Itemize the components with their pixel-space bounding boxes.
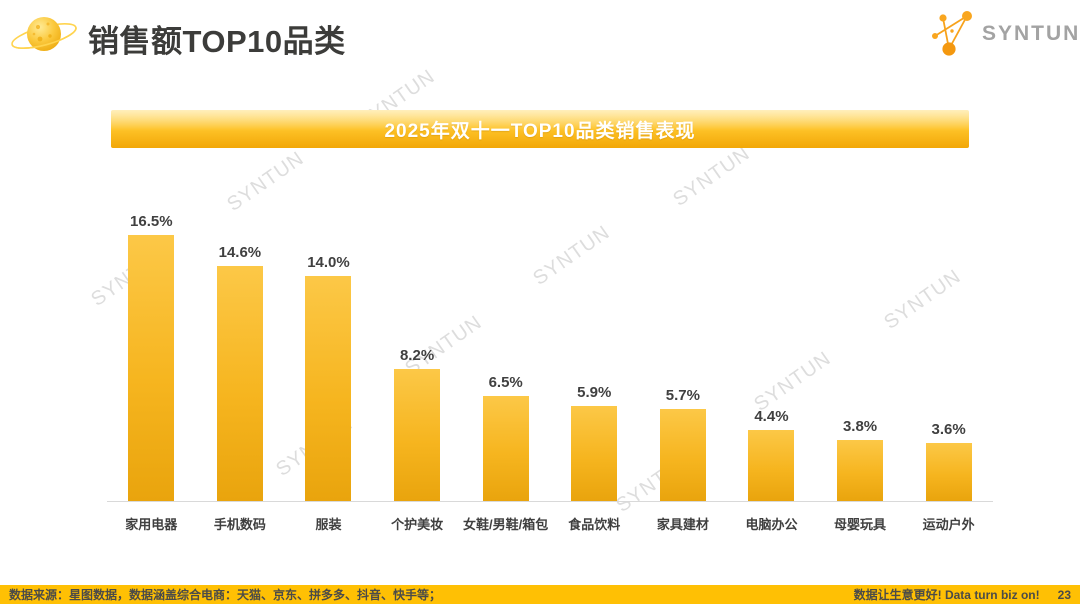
footer-bar: 数据来源：星图数据，数据涵盖综合电商：天猫、京东、拼多多、抖音、快手等； 数据让… — [0, 585, 1080, 604]
bars-row: 16.5% 14.6% 14.0% 8.2% 6.5% 5.9% 5.7% 4.4% 3.8% 3… — [107, 195, 993, 501]
bar-value-label: 5.9% — [577, 384, 612, 401]
syntun-network-icon — [932, 11, 972, 56]
syntun-logo: SYNTUN — [928, 8, 1078, 60]
category-label: 家用电器 — [125, 517, 178, 532]
bar-value-label: 3.6% — [931, 421, 966, 438]
category-label: 手机数码 — [213, 517, 266, 532]
bar — [216, 266, 263, 501]
chart-title-banner: 2025年双十一TOP10品类销售表现 — [111, 110, 969, 148]
footer-slogan: 数据让生意更好! Data turn biz on! — [853, 588, 1040, 602]
bar-value-label: 16.5% — [130, 213, 173, 230]
category-label: 家具建材 — [656, 517, 709, 532]
bar-column: 14.6% — [196, 195, 285, 501]
bar-value-label: 8.2% — [399, 347, 435, 364]
footer-right: 数据让生意更好! Data turn biz on! 23 — [854, 586, 1071, 603]
category-label: 运动户外 — [922, 517, 975, 532]
bar-value-label: 4.4% — [754, 408, 789, 425]
bar-value-label: 14.6% — [218, 244, 262, 261]
x-axis-line — [107, 501, 993, 502]
category-label: 女鞋/男鞋/箱包 — [463, 517, 549, 532]
page-number: 23 — [1057, 587, 1071, 602]
bar-value-label: 5.7% — [665, 387, 700, 404]
bar — [659, 409, 706, 501]
bar — [748, 430, 795, 501]
footer-source-text: 数据来源：星图数据，数据涵盖综合电商：天猫、京东、拼多多、抖音、快手等； — [9, 588, 442, 602]
category-label: 服装 — [315, 517, 342, 532]
category-axis: 家用电器 手机数码 服装 个护美妆 女鞋/男鞋/箱包 食品饮料 家具建材 电脑办公 母婴玩具 运动… — [107, 502, 993, 533]
page-title: 销售额TOP10品类 — [88, 24, 346, 59]
bar-value-label: 14.0% — [307, 254, 350, 271]
bar-column: 3.6% — [904, 195, 993, 501]
bar-column: 6.5% — [461, 195, 550, 501]
bar-column: 5.9% — [550, 195, 639, 501]
chart-title: 2025年双十一TOP10品类销售表现 — [384, 120, 696, 142]
bar-column: 4.4% — [727, 195, 816, 501]
bar — [305, 276, 352, 501]
bar-column: 16.5% — [107, 195, 196, 501]
category-label: 食品饮料 — [568, 517, 621, 532]
bar — [571, 406, 618, 501]
bar-chart: 16.5% 14.6% 14.0% 8.2% 6.5% 5.9% 5.7% 4.4% 3.8% 3… — [107, 195, 993, 540]
category-label: 母婴玩具 — [834, 517, 887, 532]
bar-column: 8.2% — [373, 195, 462, 501]
category-label: 电脑办公 — [745, 517, 798, 532]
bar-value-label: 3.8% — [842, 418, 878, 435]
syntun-brand-text: SYNTUN — [982, 22, 1080, 45]
bar — [837, 440, 884, 501]
bar-column: 5.7% — [639, 195, 728, 501]
bar — [128, 235, 175, 501]
planet-logo-icon — [11, 17, 77, 51]
bar — [394, 369, 441, 501]
bar — [925, 443, 972, 501]
bar-column: 3.8% — [816, 195, 905, 501]
bar — [482, 396, 529, 501]
bar-column: 14.0% — [284, 195, 373, 501]
category-label: 个护美妆 — [391, 517, 444, 532]
bar-value-label: 6.5% — [488, 374, 523, 391]
